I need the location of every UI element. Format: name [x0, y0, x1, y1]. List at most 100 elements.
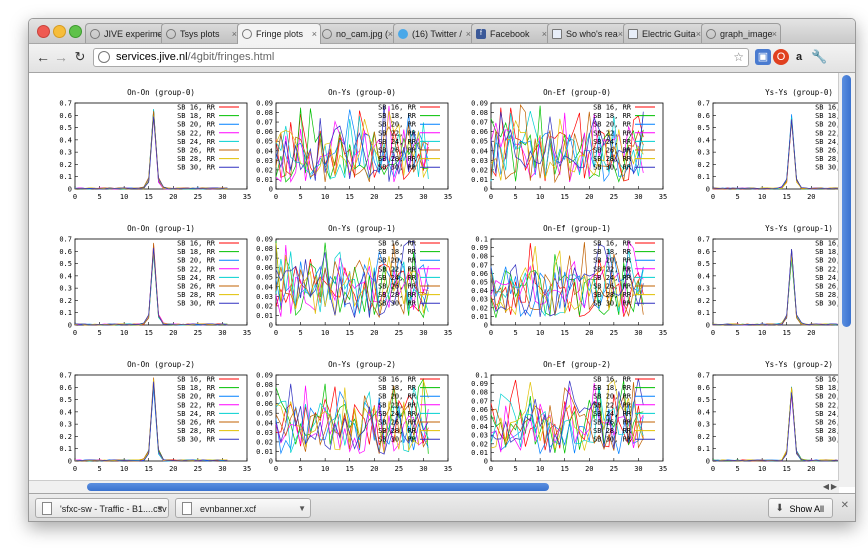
tab-label: JIVE experime — [104, 29, 163, 39]
vertical-scrollbar[interactable] — [838, 73, 855, 487]
plot-frame — [712, 238, 839, 326]
legend-label: SB 30, RR — [378, 300, 417, 308]
tab-close-icon[interactable]: × — [311, 29, 317, 39]
horizontal-scrollbar[interactable]: ◀ ▶ — [29, 480, 839, 493]
browser-window: JIVE experime × Tsys plots × Fringe plots × no… — [28, 18, 856, 522]
wrench-icon[interactable]: 🔧 — [811, 49, 828, 64]
y-tick-label: 0.2 — [59, 297, 72, 305]
y-tick-label: 0.2 — [59, 161, 72, 169]
tab-4[interactable]: no_cam.jpg (× — [317, 23, 397, 43]
y-tick-label: 0 — [706, 458, 710, 466]
legend-label: SB 26, RR — [593, 283, 632, 291]
tab-6[interactable]: f Facebook × — [471, 23, 551, 43]
show-all-button[interactable]: ⬇ Show All — [768, 498, 833, 518]
extension-window-icon[interactable]: ▣ — [755, 49, 771, 65]
download-item[interactable]: 'sfxc-sw - Traffic - B1....csv ▼ — [35, 498, 169, 518]
y-tick-label: 0.1 — [697, 173, 710, 181]
downloads-bar: 'sfxc-sw - Traffic - B1....csv ▼ evnbann… — [29, 493, 855, 521]
legend-label: SB 22, RR — [815, 265, 839, 273]
tab-8[interactable]: Electric Guita × — [623, 23, 705, 43]
amazon-extension-icon[interactable]: a — [795, 51, 803, 63]
x-tick-label: 5 — [735, 193, 739, 201]
download-item[interactable]: evnbanner.xcf ▼ — [175, 498, 311, 518]
chevron-down-icon[interactable]: ▼ — [298, 504, 306, 513]
y-tick-label: 0.06 — [256, 264, 273, 272]
y-tick-label: 0 — [68, 186, 72, 194]
x-tick-label: 35 — [659, 465, 667, 473]
y-tick-label: 0.1 — [697, 309, 710, 317]
tab-5[interactable]: (16) Twitter / × — [393, 23, 475, 43]
close-icon[interactable]: ✕ — [840, 500, 849, 511]
y-tick-label: 0.1 — [697, 445, 710, 453]
tab-9[interactable]: graph_image × — [701, 23, 781, 43]
legend-label: SB 22, RR — [378, 401, 417, 409]
legend-label: SB 26, RR — [378, 283, 417, 291]
url-text[interactable]: services.jive.nl/4gbit/fringes.html — [116, 49, 274, 66]
tab-1[interactable]: JIVE experime × — [85, 23, 165, 43]
tab-close-icon[interactable]: × — [695, 29, 701, 39]
y-tick-label: 0.04 — [471, 287, 488, 295]
y-tick-label: 0.7 — [59, 372, 72, 380]
tab-close-icon[interactable]: × — [155, 29, 161, 39]
legend-label: SB 16, RR — [177, 376, 216, 384]
chevron-down-icon[interactable]: ▼ — [156, 504, 164, 513]
x-tick-label: 25 — [395, 465, 403, 473]
address-bar[interactable]: services.jive.nl/4gbit/fringes.html ☆ — [93, 48, 749, 67]
y-tick-label: 0.09 — [256, 372, 273, 380]
x-tick-label: 10 — [120, 193, 128, 201]
y-tick-label: 0.06 — [256, 128, 273, 136]
x-tick-label: 5 — [735, 465, 739, 473]
legend-label: SB 20, RR — [593, 257, 632, 265]
reload-icon[interactable]: ↻ — [74, 49, 86, 64]
tab-close-icon[interactable]: × — [465, 29, 471, 39]
x-tick-label: 20 — [169, 329, 177, 337]
x-tick-label: 10 — [536, 329, 544, 337]
y-tick-label: 0.07 — [256, 119, 273, 127]
y-tick-label: 0.3 — [697, 149, 710, 157]
vertical-scroll-thumb[interactable] — [842, 75, 851, 327]
minimize-window-icon[interactable] — [53, 25, 66, 38]
x-tick-label: 35 — [243, 193, 251, 201]
legend-label: SB 30, RR — [378, 436, 417, 444]
x-tick-label: 35 — [659, 329, 667, 337]
x-tick-label: 5 — [298, 329, 302, 337]
tab-7[interactable]: So who's rea × — [547, 23, 627, 43]
series-line — [712, 248, 839, 326]
legend-label: SB 18, RR — [593, 248, 632, 256]
scroll-left-icon[interactable]: ◀ — [822, 482, 829, 491]
x-tick-label: 10 — [758, 329, 766, 337]
y-tick-label: 0.08 — [256, 245, 273, 253]
legend-label: SB 30, RR — [177, 164, 216, 172]
tab-close-icon[interactable]: × — [617, 29, 623, 39]
y-tick-label: 0.01 — [256, 312, 273, 320]
arrow-right-icon[interactable]: → — [54, 49, 68, 65]
tab-close-icon[interactable]: × — [771, 29, 777, 39]
legend-label: SB 28, RR — [815, 427, 839, 435]
tab-2[interactable]: Tsys plots × — [161, 23, 241, 43]
maximize-window-icon[interactable] — [69, 25, 82, 38]
y-tick-label: 0.03 — [256, 293, 273, 301]
x-tick-label: 25 — [610, 465, 618, 473]
x-tick-label: 10 — [120, 329, 128, 337]
x-tick-label: 0 — [274, 465, 278, 473]
scroll-right-icon[interactable]: ▶ — [830, 482, 837, 491]
y-tick-label: 0.01 — [256, 448, 273, 456]
star-icon[interactable]: ☆ — [733, 50, 744, 64]
tab-close-icon[interactable]: × — [541, 29, 547, 39]
legend-label: SB 20, RR — [815, 257, 839, 265]
opera-extension-icon[interactable]: O — [773, 49, 789, 65]
download-item-label: 'sfxc-sw - Traffic - B1....csv — [60, 504, 167, 514]
tab-close-icon[interactable]: × — [387, 29, 393, 39]
y-tick-label: 0.09 — [471, 244, 488, 252]
y-tick-label: 0.6 — [59, 384, 72, 392]
legend-label: SB 28, RR — [378, 155, 417, 163]
plot-frame — [74, 238, 248, 326]
horizontal-scroll-thumb[interactable] — [87, 483, 549, 491]
close-window-icon[interactable] — [37, 25, 50, 38]
arrow-left-icon[interactable]: ← — [36, 49, 50, 65]
y-tick-label: 0.01 — [471, 449, 488, 457]
y-tick-label: 0 — [706, 186, 710, 194]
tab-close-icon[interactable]: × — [231, 29, 237, 39]
y-tick-label: 0.3 — [59, 285, 72, 293]
tab-3[interactable]: Fringe plots × — [237, 23, 321, 44]
